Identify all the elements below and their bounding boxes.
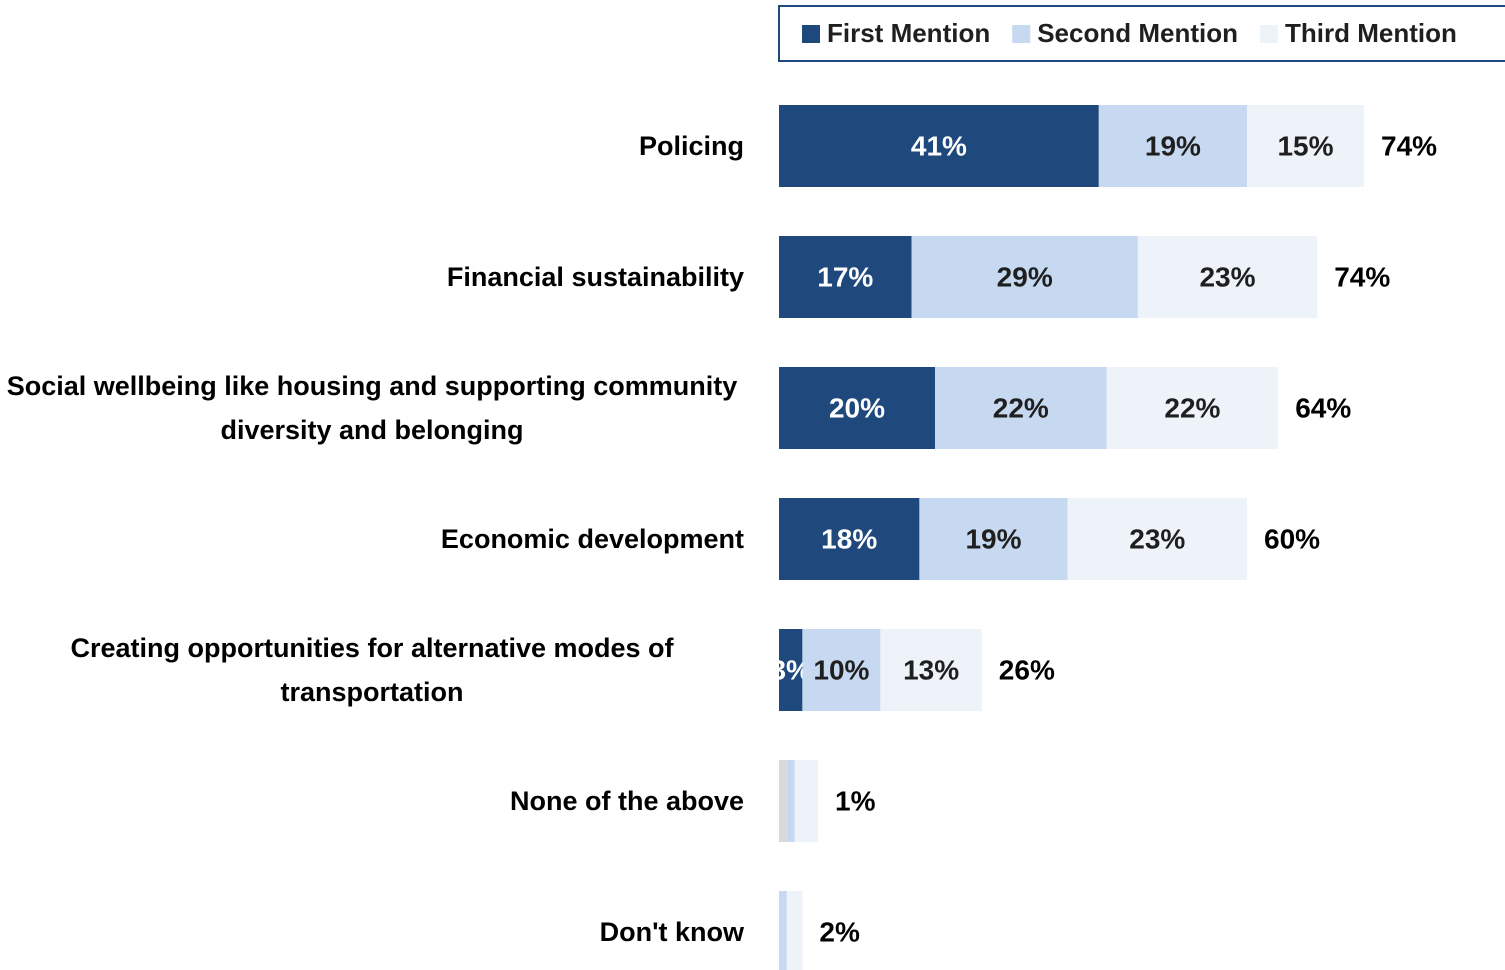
legend-box bbox=[778, 5, 1505, 62]
legend-label: First Mention bbox=[827, 18, 990, 48]
bar-segment bbox=[786, 760, 795, 842]
bar-segment bbox=[802, 629, 881, 711]
category-label: Policing bbox=[638, 131, 744, 161]
bar-segment bbox=[1067, 498, 1247, 580]
segment-label: 17% bbox=[817, 261, 873, 292]
category-label: Don't know bbox=[599, 917, 744, 947]
legend-swatch bbox=[1260, 25, 1278, 43]
total-label: 2% bbox=[819, 916, 860, 947]
bar-segment bbox=[880, 629, 982, 711]
category-label: None of the above bbox=[509, 786, 744, 816]
segment-label: 29% bbox=[997, 261, 1053, 292]
category-label: Economic development bbox=[440, 524, 744, 554]
category-label-wrap: Policing bbox=[0, 124, 744, 168]
legend-swatch bbox=[802, 25, 820, 43]
legend-label: Third Mention bbox=[1285, 18, 1457, 48]
bar-segment bbox=[1247, 105, 1364, 187]
segment-label: 23% bbox=[1129, 523, 1185, 554]
total-label: 64% bbox=[1295, 392, 1351, 423]
category-label-wrap: None of the above bbox=[0, 779, 744, 823]
category-label-wrap: Economic development bbox=[0, 517, 744, 561]
category-label-wrap: Creating opportunities for alternative m… bbox=[0, 626, 744, 714]
category-label-wrap: Social wellbeing like housing and suppor… bbox=[0, 364, 744, 452]
total-label: 74% bbox=[1381, 130, 1437, 161]
category-label: Financial sustainability bbox=[446, 262, 744, 292]
segment-label: 13% bbox=[903, 654, 959, 685]
segment-label: 19% bbox=[1145, 130, 1201, 161]
bar-segment bbox=[786, 891, 803, 970]
legend-label: Second Mention bbox=[1037, 18, 1238, 48]
category-label-wrap: Don't know bbox=[0, 910, 744, 954]
legend-swatch bbox=[1012, 25, 1031, 43]
bar-segment bbox=[1098, 105, 1247, 187]
bar-segment bbox=[779, 629, 803, 711]
total-label: 1% bbox=[835, 785, 876, 816]
total-label: 74% bbox=[1334, 261, 1390, 292]
bar-segment bbox=[779, 498, 920, 580]
category-label: Social wellbeing like housing and suppor… bbox=[6, 371, 738, 445]
segment-label: 22% bbox=[993, 392, 1049, 423]
segment-label: 20% bbox=[829, 392, 885, 423]
segment-label: 23% bbox=[1199, 261, 1255, 292]
category-label-wrap: Financial sustainability bbox=[0, 255, 744, 299]
bar-segment bbox=[779, 891, 787, 970]
segment-label: 18% bbox=[821, 523, 877, 554]
segment-label: 22% bbox=[1164, 392, 1220, 423]
total-label: 26% bbox=[999, 654, 1055, 685]
bar-segment bbox=[911, 236, 1138, 318]
segment-label: 15% bbox=[1277, 130, 1333, 161]
bar-segment bbox=[779, 236, 912, 318]
segment-label: 41% bbox=[911, 130, 967, 161]
segment-label: 10% bbox=[813, 654, 869, 685]
total-label: 60% bbox=[1264, 523, 1320, 554]
bar-segment bbox=[1106, 367, 1279, 449]
bar-segment bbox=[779, 367, 935, 449]
category-label: Creating opportunities for alternative m… bbox=[70, 633, 674, 707]
bar-segment bbox=[935, 367, 1107, 449]
bar-segment bbox=[779, 760, 787, 842]
bar-segment bbox=[1137, 236, 1318, 318]
segment-label: 19% bbox=[965, 523, 1021, 554]
bar-segment bbox=[779, 105, 1099, 187]
bar-segment bbox=[794, 760, 818, 842]
bar-segment bbox=[919, 498, 1068, 580]
